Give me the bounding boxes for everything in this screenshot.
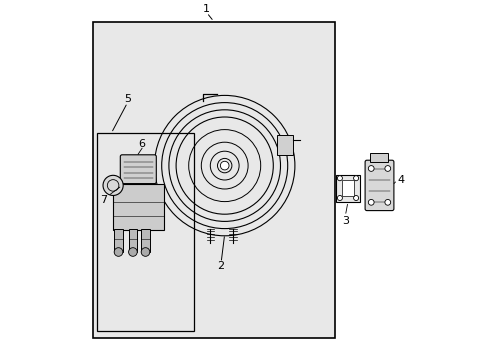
Circle shape: [154, 95, 294, 236]
FancyBboxPatch shape: [120, 155, 156, 184]
Circle shape: [384, 166, 390, 171]
Circle shape: [103, 175, 123, 195]
Circle shape: [367, 166, 373, 171]
Bar: [141, 229, 149, 252]
Text: 3: 3: [341, 216, 348, 226]
Bar: [128, 229, 137, 252]
Circle shape: [220, 161, 228, 170]
Circle shape: [128, 248, 137, 256]
Bar: [93, 22, 334, 338]
Bar: [113, 184, 163, 230]
Circle shape: [384, 199, 390, 205]
Text: 5: 5: [124, 94, 131, 104]
Bar: [97, 133, 194, 331]
Bar: [114, 229, 122, 252]
Bar: [336, 175, 359, 202]
Text: 7: 7: [100, 195, 107, 205]
Bar: [93, 22, 334, 338]
Text: 4: 4: [397, 175, 404, 185]
Bar: [276, 135, 292, 155]
Text: 6: 6: [138, 139, 145, 149]
Bar: [341, 180, 354, 196]
Bar: [97, 133, 194, 331]
Circle shape: [141, 248, 149, 256]
Circle shape: [353, 176, 358, 181]
FancyBboxPatch shape: [365, 160, 393, 211]
Bar: [370, 153, 387, 162]
Text: 1: 1: [203, 4, 210, 14]
Circle shape: [367, 199, 373, 205]
Circle shape: [337, 176, 342, 181]
Text: 2: 2: [217, 261, 224, 271]
Circle shape: [353, 195, 358, 201]
Circle shape: [337, 195, 342, 201]
Circle shape: [114, 248, 122, 256]
